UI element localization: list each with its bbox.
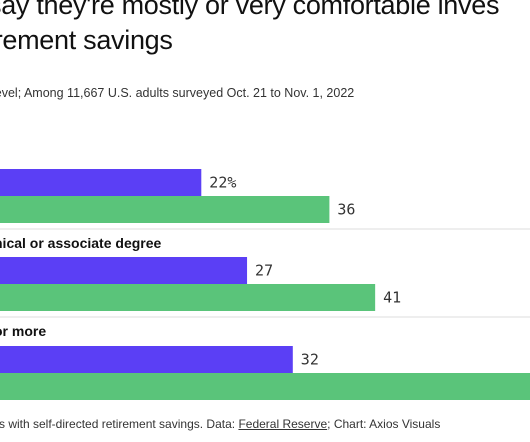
footer-prefix: s with self-directed retirement savings.…: [0, 417, 239, 431]
source-link[interactable]: Federal Reserve: [238, 417, 328, 431]
value-label: 27: [255, 262, 273, 280]
category-label: nical or associate degree: [0, 235, 162, 251]
bar: [0, 196, 330, 223]
bar: [0, 373, 530, 400]
chart-footer: s with self-directed retirement savings.…: [0, 417, 440, 431]
footer-suffix: ; Chart: Axios Visuals: [327, 417, 441, 431]
value-label: 41: [383, 289, 401, 307]
bar: [0, 257, 248, 284]
bar: [0, 284, 376, 311]
chart-title-line: irement savings: [0, 25, 173, 55]
chart-title: say they're mostly or very comfortable i…: [0, 0, 530, 58]
bar: [0, 169, 202, 196]
category-label: or more: [0, 323, 46, 339]
value-label: 32: [301, 351, 319, 369]
chart-title-line: say they're mostly or very comfortable i…: [0, 0, 500, 20]
value-label: 36: [337, 201, 355, 219]
bar: [0, 346, 293, 373]
chart-subtitle: level; Among 11,667 U.S. adults surveyed…: [0, 86, 355, 100]
value-label: 22%: [209, 174, 236, 192]
